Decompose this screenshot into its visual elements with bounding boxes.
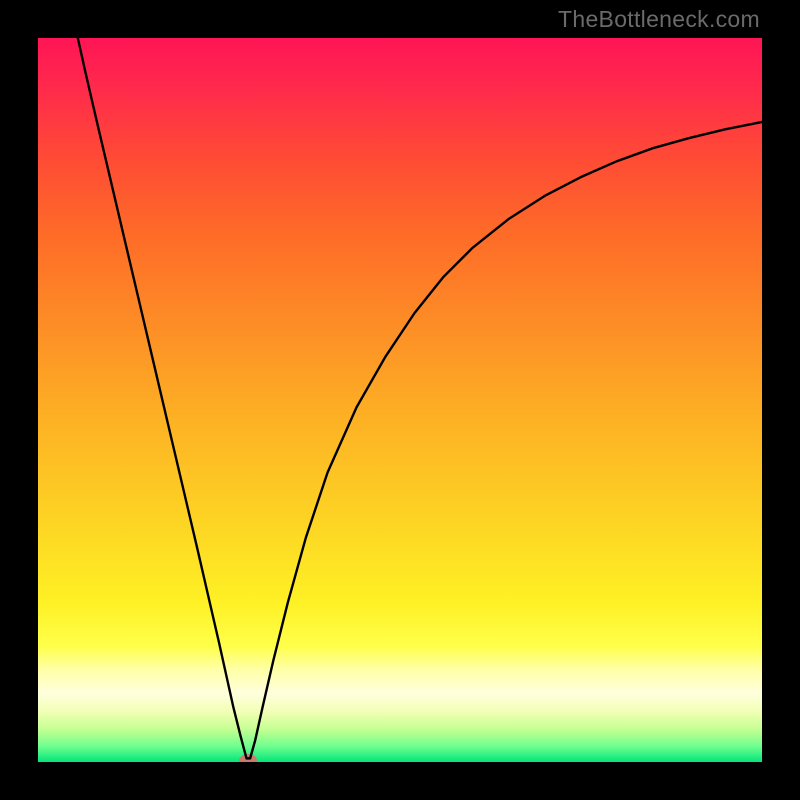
plot-area	[38, 38, 762, 762]
chart-frame: TheBottleneck.com	[0, 0, 800, 800]
watermark-text: TheBottleneck.com	[558, 6, 760, 33]
plot-svg	[38, 38, 762, 762]
plot-background	[38, 38, 762, 762]
